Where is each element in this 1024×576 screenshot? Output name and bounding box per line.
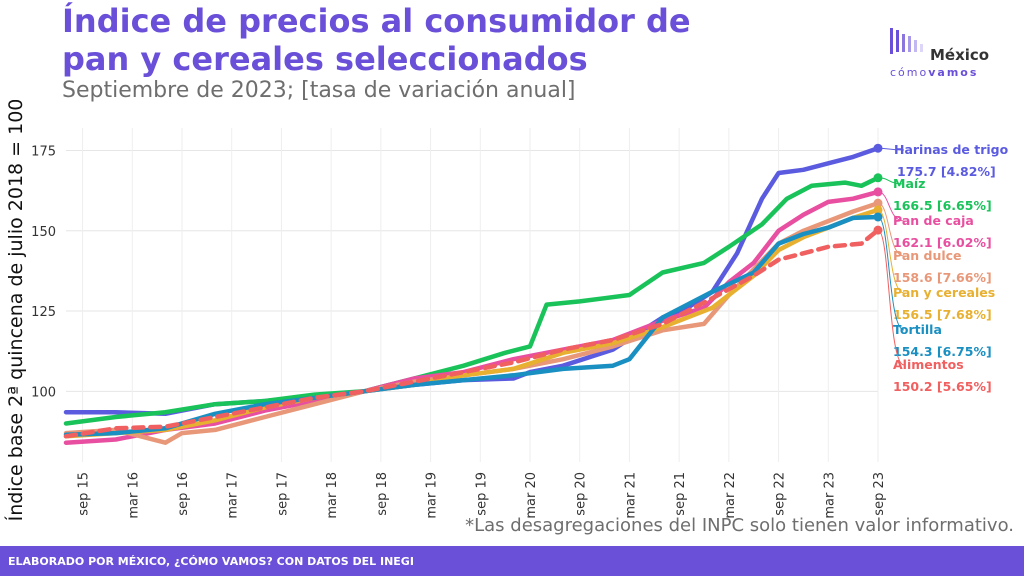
y-tick-label: 125: [31, 305, 56, 320]
x-tick-label: mar 21: [623, 472, 638, 519]
x-tick-label: mar 17: [226, 472, 241, 519]
y-axis-title: Índice base 2ª quincena de julio 2018 = …: [4, 100, 27, 520]
series-name-6: Alimentos: [893, 357, 964, 372]
series-line-5: [63, 214, 881, 437]
series-name-0: Harinas de trigo: [894, 142, 1009, 157]
leader-line-6: [877, 229, 905, 366]
x-tick-label: sep 20: [574, 472, 589, 516]
y-tick-label: 175: [31, 144, 56, 159]
x-tick-label: sep 18: [375, 472, 390, 516]
grid: [66, 128, 879, 462]
series-value-4: 156.5 [7.68%]: [893, 307, 992, 322]
x-tick-label: mar 18: [325, 472, 340, 519]
x-tick-label: sep 17: [275, 472, 290, 516]
y-tick-label: 100: [31, 385, 56, 400]
logo-tagline-a: cómo: [890, 66, 929, 79]
logo-tagline-b: vamos: [928, 66, 979, 79]
leader-line-1: [877, 177, 905, 185]
footer-credit: ELABORADO POR MÉXICO, ¿CÓMO VAMOS? CON D…: [8, 555, 414, 568]
series-line-4: [63, 207, 881, 439]
series-name-3: Pan dulce: [893, 248, 962, 263]
end-labels: Harinas de trigo 175.7 [4.82%]Maíz 166.5 […: [877, 142, 1009, 394]
x-tick-label: mar 22: [723, 472, 738, 519]
y-tick-label: 150: [31, 225, 56, 240]
x-tick-label: sep 15: [77, 472, 92, 516]
x-tick-label: sep 19: [474, 472, 489, 516]
series-name-1: Maíz: [893, 176, 925, 191]
series-value-2: 162.1 [6.02%]: [893, 235, 992, 250]
leader-line-0: [877, 147, 905, 151]
series-line-2: [63, 189, 881, 445]
logo-tagline: cómovamos: [890, 66, 978, 79]
bars-icon: [890, 28, 923, 54]
x-tick-label: mar 19: [425, 472, 440, 519]
series-value-5: 154.3 [6.75%]: [893, 344, 992, 359]
series-line-1: [63, 175, 881, 426]
x-tick-label: mar 23: [822, 472, 837, 519]
series-value-6: 150.2 [5.65%]: [893, 379, 992, 394]
brand-logo: México cómovamos: [888, 26, 1008, 86]
x-tick-label: mar 20: [524, 472, 539, 519]
x-tick-label: mar 16: [126, 472, 141, 519]
series-name-2: Pan de caja: [893, 213, 974, 228]
footer-bar: ELABORADO POR MÉXICO, ¿CÓMO VAMOS? CON D…: [0, 546, 1024, 576]
series-name-4: Pan y cereales: [893, 285, 995, 300]
series-lines: [63, 143, 883, 445]
chart-title: Índice de precios al consumidor de pan y…: [62, 2, 691, 78]
leader-line-3: [877, 202, 905, 257]
chart-subtitle: Septiembre de 2023; [tasa de variación a…: [62, 78, 576, 103]
series-value-0: 175.7 [4.82%]: [897, 164, 996, 179]
series-value-1: 166.5 [6.65%]: [893, 198, 992, 213]
x-tick-label: sep 23: [872, 472, 887, 516]
series-line-6: [63, 227, 881, 439]
logo-name: México: [930, 46, 990, 64]
x-tick-label: sep 16: [176, 472, 191, 516]
series-name-5: Tortilla: [893, 322, 942, 337]
x-tick-label: sep 22: [773, 472, 788, 516]
leader-line-2: [877, 191, 905, 222]
leader-line-4: [877, 209, 905, 294]
axes: 100 125 150 175 sep 15 mar 16 sep 16 mar 17 sep …: [31, 144, 887, 518]
series-value-3: 158.6 [7.66%]: [893, 270, 992, 285]
leader-line-5: [877, 216, 905, 331]
footnote: *Las desagregaciones del INPC solo tiene…: [465, 515, 1014, 536]
x-tick-label: sep 21: [673, 472, 688, 516]
line-chart: 100 125 150 175 sep 15 mar 16 sep 16 mar 17 sep …: [4, 100, 1009, 520]
